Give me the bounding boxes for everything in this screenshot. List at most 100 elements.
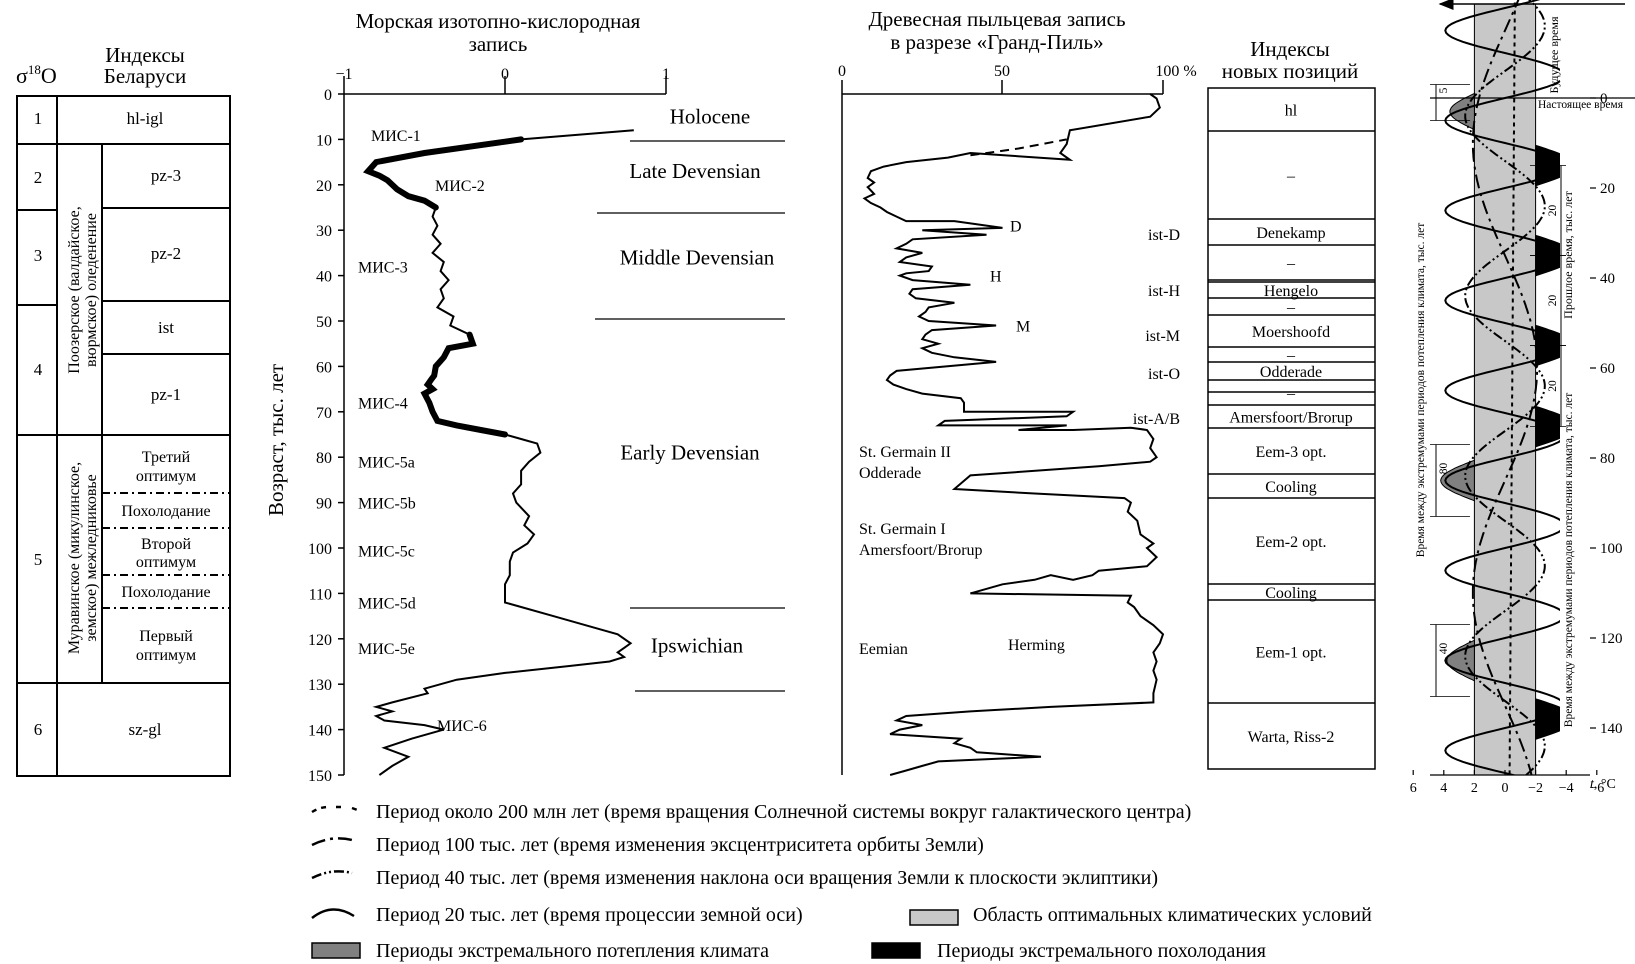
- temperature-tick-label: −6: [1589, 781, 1604, 796]
- mis-label: МИС-5a: [358, 455, 415, 472]
- row-number-6: 6: [34, 720, 43, 739]
- pollen-xtick-0: 0: [838, 63, 846, 80]
- pollen-title-1: Древесная пыльцевая запись: [868, 7, 1125, 31]
- new-position-label: Warta, Riss-2: [1248, 729, 1335, 746]
- legend-swatch-20kyr: [311, 908, 355, 919]
- eemian-label: Eemian: [859, 641, 908, 658]
- new-position-label: hl: [1285, 103, 1298, 120]
- mis-label: МИС-1: [371, 128, 421, 145]
- belarus-table: σ18O Индексы Беларуси 1 2 3 4 5 6 hl-igl…: [16, 43, 231, 777]
- warm-extreme-80: [1440, 459, 1475, 502]
- new-position-label: Eem-2 opt.: [1255, 534, 1326, 551]
- code-pz-2: pz-2: [151, 244, 181, 263]
- age-axis-label: Возраст, тыс. лет: [264, 364, 288, 516]
- isotope-ytick-label: 150: [308, 768, 332, 785]
- ist-ab-label: ist-A/B: [1133, 411, 1180, 428]
- amersfoort-label: Amersfoort/Brorup: [859, 542, 983, 559]
- legend-200myr: Период около 200 млн лет (время вращения…: [376, 801, 1191, 823]
- muravin-label-2: земское) межледниковье: [83, 474, 100, 642]
- past-time-label: Прошлое время, тыс. лет: [1561, 190, 1575, 318]
- pollen-peak-label: M: [1016, 319, 1030, 336]
- temperature-tick-label: 4: [1440, 781, 1447, 796]
- interval-number: 80: [1438, 463, 1450, 475]
- row-number-5: 5: [34, 550, 43, 569]
- isotope-ytick-label: 140: [308, 723, 332, 740]
- ist-o-label: ist-O: [1148, 366, 1180, 383]
- mis-label: МИС-5d: [358, 595, 416, 612]
- sub-second-1: Второй: [141, 536, 191, 553]
- isotope-ytick-label: 20: [316, 178, 332, 195]
- cycle-age-label: 20: [1600, 181, 1615, 197]
- interval-number: 20: [1547, 380, 1559, 392]
- pollen-peak-label: H: [990, 269, 1002, 286]
- warm-extreme-40: [1446, 639, 1475, 682]
- isotope-ytick-label: 60: [316, 359, 332, 376]
- new-position-label: Eem-3 opt.: [1255, 444, 1326, 461]
- mis-label: МИС-5b: [358, 496, 416, 513]
- new-position-label: Cooling: [1265, 585, 1317, 602]
- pollen-panel: Древесная пыльцевая запись в разрезе «Гр…: [838, 7, 1197, 776]
- interval-number: 5: [1438, 87, 1450, 93]
- curve-100kyr: [1471, 0, 1539, 775]
- mis-label: МИС-6: [437, 718, 487, 735]
- pollen-title-2: в разрезе «Гранд-Пиль»: [890, 30, 1103, 54]
- cycle-age-label: 120: [1600, 631, 1623, 647]
- new-position-label: Denekamp: [1256, 225, 1325, 242]
- isotope-xtick-1: 1: [662, 66, 670, 83]
- legend-optimum: Область оптимальных климатических услови…: [973, 904, 1372, 926]
- new-positions-rows: hl–Denekamp–Hengelo–Moershoofd–Odderade–…: [1208, 103, 1375, 746]
- cycle-curves: [1444, 0, 1560, 775]
- mis-stage-labels: МИС-1 МИС-2 МИС-3 МИС-4 МИС-5a МИС-5b МИС-5c МИ…: [358, 128, 487, 735]
- period-label: Late Devensian: [629, 159, 761, 183]
- new-positions-title-2: новых позиций: [1222, 59, 1359, 83]
- belarus-title-1: Индексы: [105, 43, 185, 67]
- pollen-xtick-100: 100 %: [1155, 63, 1196, 80]
- ist-m-label: ist-M: [1145, 328, 1180, 345]
- isotope-ytick-label: 120: [308, 632, 332, 649]
- period-label: Early Devensian: [620, 441, 760, 465]
- sub-cooling-1: Похолодание: [121, 503, 210, 520]
- sub-third-1: Третий: [142, 449, 191, 466]
- isotope-cold-segment-2: [420, 331, 508, 438]
- curve-20kyr: [1444, 0, 1560, 775]
- interval-number: 20: [1547, 295, 1559, 307]
- cycle-age-label: 40: [1600, 271, 1615, 287]
- legend-40kyr: Период 40 тыс. лет (время изменения накл…: [376, 867, 1158, 889]
- pollen-xtick-50: 50: [994, 63, 1010, 80]
- isotope-curve: [366, 129, 634, 776]
- isotope-y-ticks: 0 10 20 30 40 50 60 70 80 90 100 110 120 130 140 150: [308, 87, 344, 785]
- cycle-age-label: 0: [1600, 91, 1608, 107]
- cycle-age-label: 140: [1600, 721, 1623, 737]
- isotope-ytick-label: 110: [309, 586, 332, 603]
- interval-number: 40: [1438, 643, 1450, 655]
- code-pz-3: pz-3: [151, 166, 181, 185]
- isotope-xtick-neg1: −1: [335, 66, 352, 83]
- sub-second-2: оптимум: [136, 554, 196, 571]
- cycle-age-label: 60: [1600, 361, 1615, 377]
- cycle-age-label: 80: [1600, 451, 1615, 467]
- isotope-title-1: Морская изотопно-кислородная: [356, 9, 641, 33]
- new-position-label: –: [1286, 386, 1296, 403]
- sub-third-2: оптимум: [136, 468, 196, 485]
- temperature-tick-label: 0: [1502, 781, 1509, 796]
- mis-label: МИС-5c: [358, 543, 415, 560]
- sub-first-2: оптимум: [136, 647, 196, 664]
- isotope-cold-segment-1: [363, 136, 525, 211]
- muravin-label-1: Муравинское (микулинское,: [66, 462, 83, 654]
- isotope-panel: Морская изотопно-кислородная запись −1 0…: [264, 9, 785, 785]
- isotope-ytick-label: 50: [316, 314, 332, 331]
- interval-label-right: Время между экстремумами периодов потепл…: [1563, 393, 1575, 727]
- interval-markers: 5 80 40 20 20 20: [1430, 84, 1566, 697]
- new-position-label: Hengelo: [1264, 283, 1318, 300]
- legend-swatch-100kyr: [311, 837, 353, 847]
- temperature-tick-label: −4: [1559, 781, 1574, 796]
- temperature-tick-label: 6: [1410, 781, 1417, 796]
- cold-extreme: [1535, 698, 1560, 740]
- legend-100kyr: Период 100 тыс. лет (время изменения экс…: [376, 834, 984, 856]
- new-position-label: –: [1286, 300, 1296, 317]
- sub-cooling-2: Похолодание: [121, 584, 210, 601]
- isotope-ytick-label: 40: [316, 269, 332, 286]
- legend-swatch-warm: [311, 942, 361, 959]
- curve-40kyr: [1464, 0, 1546, 775]
